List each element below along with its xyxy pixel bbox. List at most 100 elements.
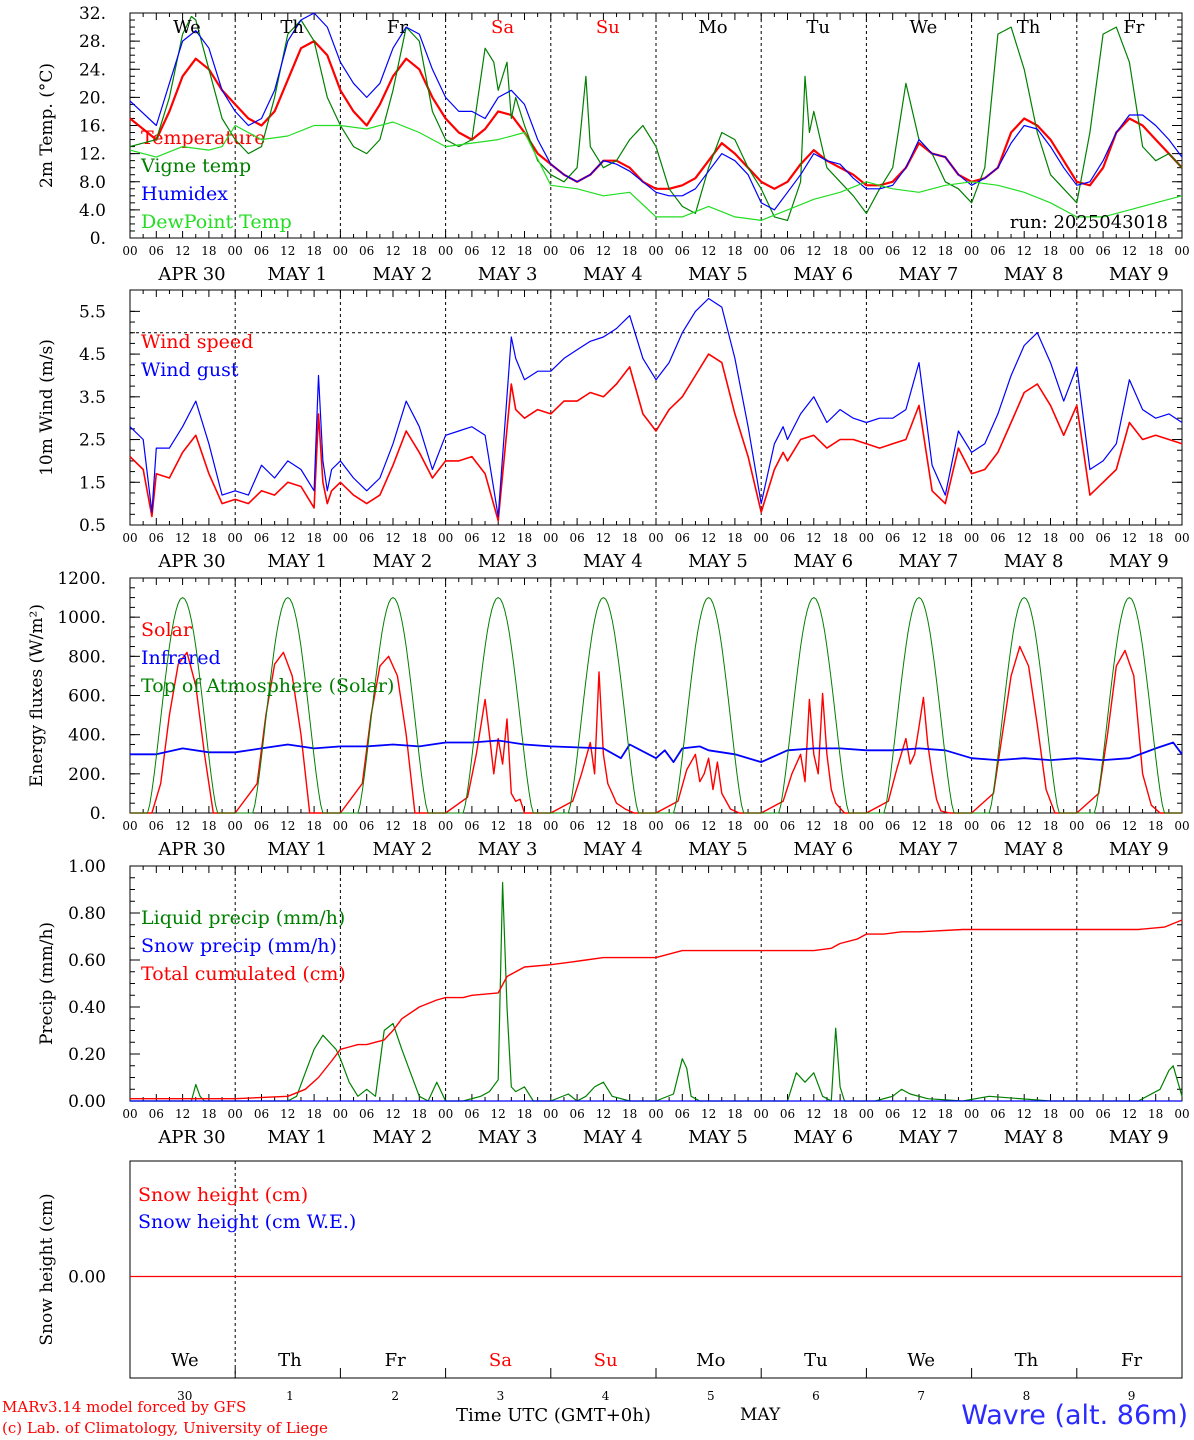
legend-entry: Humidex xyxy=(141,183,228,205)
hour-tick-label: 06 xyxy=(780,531,795,545)
hour-tick-label: 06 xyxy=(149,531,164,545)
hour-tick-label: 00 xyxy=(333,244,348,258)
hour-tick-label: 12 xyxy=(1122,531,1137,545)
hour-tick-label: 12 xyxy=(1017,1107,1032,1121)
month-label: MAY xyxy=(740,1405,781,1425)
hour-tick-label: 18 xyxy=(306,531,321,545)
hour-tick-label: 00 xyxy=(438,819,453,833)
y-tick-label: 0.00 xyxy=(68,1268,106,1288)
hour-tick-label: 00 xyxy=(228,1107,243,1121)
hour-tick-label: 00 xyxy=(1174,244,1189,258)
hour-tick-label: 18 xyxy=(517,819,532,833)
weekday-label: Fr xyxy=(387,17,408,38)
date-label: MAY 3 xyxy=(478,839,538,860)
hour-tick-label: 18 xyxy=(832,531,847,545)
hour-tick-label: 00 xyxy=(964,1107,979,1121)
hour-tick-label: 18 xyxy=(832,819,847,833)
hour-tick-label: 06 xyxy=(569,819,584,833)
hour-tick-label: 00 xyxy=(122,244,137,258)
hour-tick-label: 12 xyxy=(701,531,716,545)
day-number-label: 9 xyxy=(1128,1389,1136,1403)
hour-tick-label: 06 xyxy=(254,1107,269,1121)
y-tick-label: 0.80 xyxy=(68,904,106,924)
hour-tick-label: 00 xyxy=(438,531,453,545)
legend-entry: Snow height (cm) xyxy=(138,1184,308,1206)
weekday-label: Sa xyxy=(491,17,514,38)
day-number-label: 4 xyxy=(602,1389,610,1403)
hour-tick-label: 18 xyxy=(832,1107,847,1121)
hour-tick-label: 00 xyxy=(122,1107,137,1121)
hour-tick-label: 12 xyxy=(806,244,821,258)
hour-tick-label: 18 xyxy=(306,1107,321,1121)
date-label: MAY 7 xyxy=(899,551,959,572)
weekday-label: We xyxy=(171,1350,199,1371)
hour-tick-label: 06 xyxy=(780,244,795,258)
series-line-humidex xyxy=(129,12,1183,211)
y-tick-label: 0.40 xyxy=(68,998,106,1018)
hour-tick-label: 06 xyxy=(254,244,269,258)
hour-tick-label: 00 xyxy=(333,531,348,545)
date-label: MAY 2 xyxy=(373,264,433,285)
panel-5: 0.00 Snow height (cm) Snow height (cm) Snow… xyxy=(37,1160,1183,1403)
y-axis-label: 10m Wind (m/s) xyxy=(37,339,57,476)
y-tick-label: 0.20 xyxy=(68,1045,106,1065)
date-label: MAY 2 xyxy=(373,1127,433,1148)
y-tick-label: 1.00 xyxy=(68,857,106,877)
hour-tick-label: 06 xyxy=(359,819,374,833)
hour-tick-label: 12 xyxy=(911,819,926,833)
hour-tick-label: 12 xyxy=(175,531,190,545)
hour-tick-label: 00 xyxy=(228,531,243,545)
hour-tick-label: 12 xyxy=(701,1107,716,1121)
legend-entry: DewPoint Temp xyxy=(141,211,292,233)
day-number-label: 30 xyxy=(177,1389,192,1403)
model-credit: MARv3.14 model forced by GFS xyxy=(2,1398,247,1416)
day-number-label: 2 xyxy=(391,1389,399,1403)
weekday-label: Mo xyxy=(698,17,727,38)
hour-tick-label: 12 xyxy=(911,1107,926,1121)
hour-tick-label: 18 xyxy=(727,819,742,833)
date-label: MAY 9 xyxy=(1109,264,1169,285)
hour-tick-label: 12 xyxy=(385,819,400,833)
hour-tick-label: 12 xyxy=(280,531,295,545)
hour-tick-label: 18 xyxy=(517,531,532,545)
date-label: MAY 7 xyxy=(899,839,959,860)
hour-tick-label: 00 xyxy=(1069,531,1084,545)
hour-tick-label: 18 xyxy=(517,1107,532,1121)
date-label: MAY 2 xyxy=(373,551,433,572)
hour-tick-label: 00 xyxy=(648,531,663,545)
legend-entry: Wind speed xyxy=(141,331,253,353)
hour-tick-label: 12 xyxy=(1122,819,1137,833)
hour-tick-label: 06 xyxy=(149,1107,164,1121)
hour-tick-label: 18 xyxy=(1148,1107,1163,1121)
hour-tick-label: 12 xyxy=(491,819,506,833)
day-number-label: 6 xyxy=(812,1389,820,1403)
y-tick-label: 2.5 xyxy=(79,431,106,451)
date-label: MAY 5 xyxy=(688,839,748,860)
weekday-label: Fr xyxy=(1123,17,1144,38)
weekday-label: Tu xyxy=(804,1350,828,1371)
date-label: MAY 1 xyxy=(267,551,327,572)
date-label: MAY 9 xyxy=(1109,551,1169,572)
weekday-label: We xyxy=(907,1350,935,1371)
hour-tick-label: 06 xyxy=(569,531,584,545)
hour-tick-label: 00 xyxy=(964,531,979,545)
hour-tick-label: 06 xyxy=(780,1107,795,1121)
hour-tick-label: 00 xyxy=(754,819,769,833)
weekday-label: We xyxy=(910,17,938,38)
hour-tick-label: 00 xyxy=(438,244,453,258)
hour-tick-label: 18 xyxy=(622,244,637,258)
panel-1: 00 06 12 18 00 06 12 18 00 06 12 18 00 06 12 18 00 06 12 18… xyxy=(37,4,1190,285)
y-tick-label: 400. xyxy=(68,726,106,746)
hour-tick-label: 06 xyxy=(675,244,690,258)
hour-tick-label: 06 xyxy=(885,819,900,833)
hour-tick-label: 18 xyxy=(201,1107,216,1121)
series-line-wind-speed xyxy=(129,353,1183,522)
hour-tick-label: 12 xyxy=(385,531,400,545)
station-name: Wavre (alt. 86m) xyxy=(961,1400,1188,1431)
hour-tick-label: 18 xyxy=(938,819,953,833)
hour-tick-label: 00 xyxy=(859,531,874,545)
y-tick-label: 0.60 xyxy=(68,951,106,971)
hour-tick-label: 06 xyxy=(149,819,164,833)
hour-tick-label: 12 xyxy=(701,819,716,833)
hour-tick-label: 12 xyxy=(1017,244,1032,258)
